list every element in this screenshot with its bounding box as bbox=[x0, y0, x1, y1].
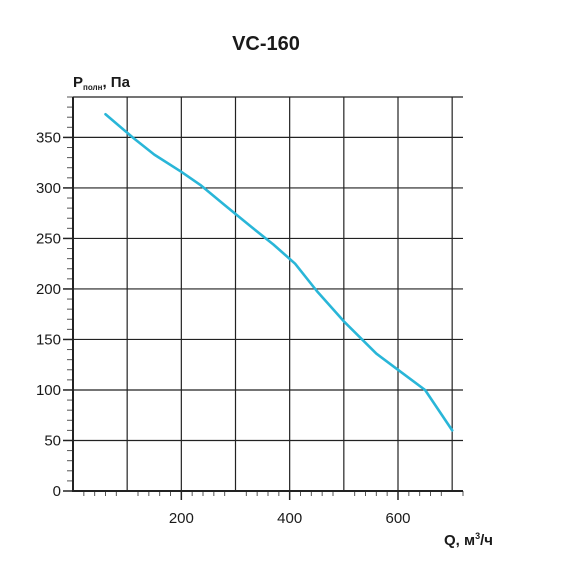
grid bbox=[73, 96, 463, 491]
y-tick-label: 200 bbox=[36, 281, 61, 298]
axes bbox=[63, 97, 463, 500]
y-tick-label: 0 bbox=[53, 483, 61, 500]
x-axis-label-main: Q, м bbox=[444, 532, 475, 549]
y-tick-label: 350 bbox=[36, 129, 61, 146]
x-tick-label: 400 bbox=[277, 510, 302, 527]
series-layer bbox=[104, 112, 454, 432]
x-axis-label-suffix: /ч bbox=[480, 532, 493, 549]
y-tick-label: 50 bbox=[44, 432, 61, 449]
x-tick-label: 200 bbox=[169, 510, 194, 527]
chart-title: VC-160 bbox=[232, 33, 300, 55]
x-tick-label: 600 bbox=[385, 510, 410, 527]
x-axis-label: Q, м3/ч bbox=[444, 531, 493, 549]
minor-ticks bbox=[67, 96, 464, 496]
y-tick-label: 300 bbox=[36, 180, 61, 197]
y-axis-label-subscript: полн bbox=[83, 83, 103, 92]
y-axis-label-suffix: , Па bbox=[102, 74, 130, 91]
y-tick-label: 100 bbox=[36, 382, 61, 399]
series-line bbox=[104, 112, 454, 432]
y-axis-label: Pполн, Па bbox=[73, 74, 131, 92]
y-axis-label-main: P bbox=[73, 74, 83, 91]
y-tick-label: 150 bbox=[36, 331, 61, 348]
y-tick-label: 250 bbox=[36, 230, 61, 247]
tick-labels: 0 50 100 150 200 250 300 350 200 400 600 bbox=[36, 129, 411, 527]
x-axis-label-superscript: 3 bbox=[475, 531, 480, 541]
